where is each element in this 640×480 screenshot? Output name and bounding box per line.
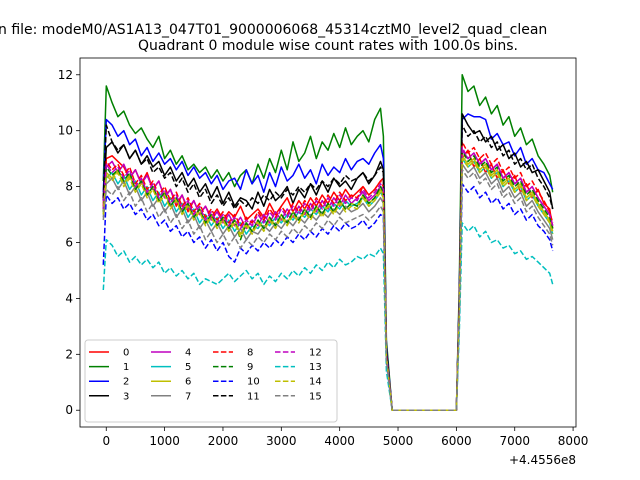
series-line-12 (102, 146, 554, 411)
x-tick-label: 4000 (324, 434, 355, 448)
x-tick-label: 3000 (266, 434, 297, 448)
legend-label-2: 2 (123, 377, 129, 388)
y-tick-label: 8 (65, 180, 73, 194)
chart-title: Quadrant 0 module wise count rates with … (138, 38, 518, 54)
legend-label-1: 1 (123, 362, 129, 373)
x-tick-label: 2000 (208, 434, 239, 448)
legend-label-3: 3 (123, 391, 129, 402)
x-tick-label: 5000 (383, 434, 414, 448)
series-line-11 (102, 124, 554, 411)
legend-label-4: 4 (185, 348, 191, 359)
series-line-10 (102, 183, 554, 411)
legend-label-7: 7 (185, 391, 191, 402)
series-line-1 (102, 74, 554, 411)
y-tick-label: 2 (65, 347, 73, 361)
series-line-8 (102, 141, 554, 411)
legend-label-5: 5 (185, 362, 191, 373)
x-tick-label: 8000 (558, 434, 589, 448)
y-tick-label: 10 (58, 124, 73, 138)
series-line-2 (102, 113, 554, 411)
figure-suptitle: n file: modeM0/AS1A13_047T01_9000006068_… (0, 22, 547, 38)
legend-label-9: 9 (247, 362, 253, 373)
series-line-13 (102, 222, 554, 411)
legend-label-0: 0 (123, 348, 129, 359)
x-offset-label: +4.4556e8 (509, 453, 576, 467)
plot-frame (79, 57, 577, 428)
legend-frame (84, 339, 338, 423)
x-tick-label: 7000 (499, 434, 530, 448)
legend-label-12: 12 (309, 348, 322, 359)
y-tick-label: 4 (65, 291, 73, 305)
x-tick-label: 0 (102, 434, 110, 448)
legend-label-14: 14 (309, 377, 322, 388)
y-tick-label: 12 (58, 68, 73, 82)
series-line-9 (102, 149, 554, 411)
legend-label-8: 8 (247, 348, 253, 359)
y-tick-label: 6 (65, 236, 73, 250)
legend-label-11: 11 (247, 391, 260, 402)
series-line-7 (102, 163, 554, 411)
axes-layer: 0 1000 2000 3000 4000 5000 6000 7000 80000246810… (58, 68, 589, 448)
legend-label-15: 15 (309, 391, 322, 402)
series-line-6 (102, 155, 554, 411)
legend-label-13: 13 (309, 362, 322, 373)
legend-label-6: 6 (185, 377, 191, 388)
legend-label-10: 10 (247, 377, 260, 388)
series-layer (102, 74, 554, 411)
x-tick-label: 1000 (149, 434, 180, 448)
x-tick-label: 6000 (441, 434, 472, 448)
y-tick-label: 0 (65, 403, 73, 417)
